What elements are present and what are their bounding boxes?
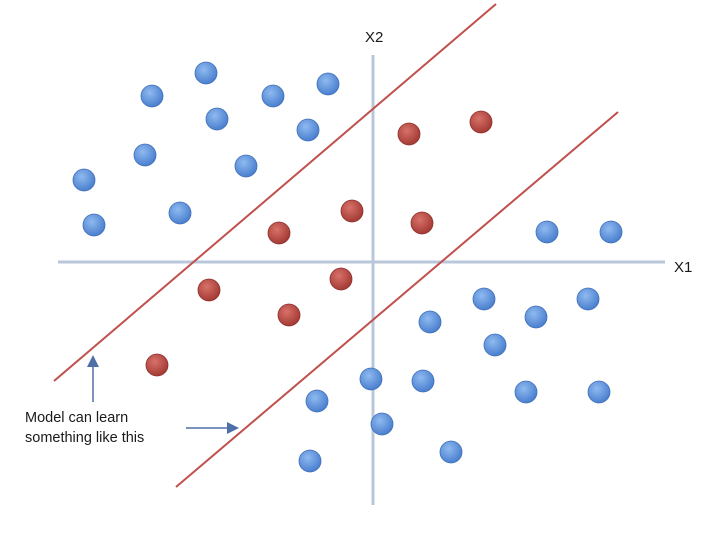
- blue-point-13: [599, 220, 623, 244]
- boundary-line-upper: [53, 3, 497, 382]
- blue-point-19: [359, 367, 383, 391]
- blue-point-23: [305, 389, 329, 413]
- blue-point-20: [411, 369, 435, 393]
- blue-point-3: [261, 84, 285, 108]
- blue-point-7: [133, 143, 157, 167]
- blue-point-10: [168, 201, 192, 225]
- y-axis-label: X2: [365, 29, 383, 46]
- blue-point-22: [587, 380, 611, 404]
- annotation-text-line1: Model can learn: [25, 410, 128, 426]
- red-point-5: [267, 221, 291, 245]
- red-point-1: [397, 122, 421, 146]
- blue-point-8: [234, 154, 258, 178]
- blue-point-15: [576, 287, 600, 311]
- blue-point-14: [472, 287, 496, 311]
- boundary-line-lower: [175, 111, 619, 488]
- data-points: [72, 61, 623, 473]
- red-point-7: [197, 278, 221, 302]
- blue-point-18: [483, 333, 507, 357]
- blue-point-2: [140, 84, 164, 108]
- blue-point-21: [514, 380, 538, 404]
- blue-point-6: [296, 118, 320, 142]
- blue-point-9: [72, 168, 96, 192]
- blue-point-16: [418, 310, 442, 334]
- red-point-2: [469, 110, 493, 134]
- annotation-text-line2: something like this: [25, 430, 144, 446]
- blue-point-25: [439, 440, 463, 464]
- red-point-9: [145, 353, 169, 377]
- x-axis-label: X1: [674, 259, 692, 276]
- red-point-6: [329, 267, 353, 291]
- blue-point-11: [82, 213, 106, 237]
- blue-point-4: [316, 72, 340, 96]
- blue-point-1: [194, 61, 218, 85]
- blue-point-17: [524, 305, 548, 329]
- red-point-8: [277, 303, 301, 327]
- blue-point-24: [370, 412, 394, 436]
- red-point-4: [410, 211, 434, 235]
- blue-point-5: [205, 107, 229, 131]
- red-point-3: [340, 199, 364, 223]
- blue-point-12: [535, 220, 559, 244]
- blue-point-26: [298, 449, 322, 473]
